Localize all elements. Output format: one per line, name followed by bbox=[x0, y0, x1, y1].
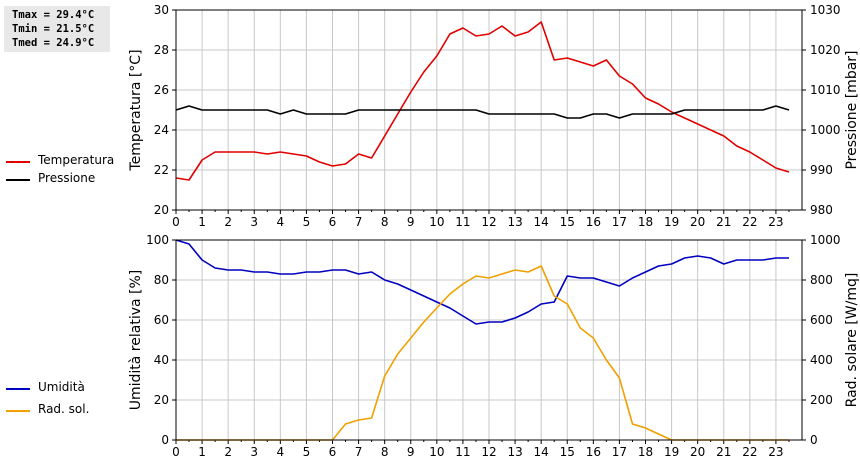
x-tick-label: 0 bbox=[172, 445, 180, 459]
y-tick-label-left: 26 bbox=[154, 83, 169, 97]
x-tick-label: 3 bbox=[250, 215, 258, 229]
y-tick-label-right: 1020 bbox=[810, 43, 841, 57]
series-line-rad-sol bbox=[176, 265, 789, 441]
y-tick-label-right: 1010 bbox=[810, 83, 841, 97]
y-tick-label-left: 100 bbox=[146, 233, 169, 247]
legend-swatch-umidita bbox=[6, 388, 30, 390]
x-tick-label: 2 bbox=[224, 215, 232, 229]
y-tick-label-left: 30 bbox=[154, 3, 169, 17]
y-tick-label-left: 20 bbox=[154, 203, 169, 217]
x-tick-label: 8 bbox=[381, 215, 389, 229]
y-axis-title-left: Umidità relativa [%] bbox=[128, 270, 144, 411]
x-tick-label: 14 bbox=[534, 215, 549, 229]
x-tick-label: 15 bbox=[560, 445, 575, 459]
legend-swatch-rad-sol bbox=[6, 410, 30, 412]
tmax-label: Tmax = 29.4°C bbox=[12, 9, 95, 21]
legend-swatch-temperatura bbox=[6, 161, 30, 163]
y-tick-label-right: 980 bbox=[810, 203, 833, 217]
y-tick-label-right: 1000 bbox=[810, 123, 841, 137]
x-tick-label: 6 bbox=[329, 215, 337, 229]
legend-swatch-pressione bbox=[6, 179, 30, 181]
x-tick-label: 12 bbox=[481, 445, 496, 459]
x-tick-label: 7 bbox=[355, 215, 363, 229]
y-tick-label-right: 1030 bbox=[810, 3, 841, 17]
y-tick-label-left: 40 bbox=[154, 353, 169, 367]
x-tick-label: 9 bbox=[407, 215, 415, 229]
x-tick-label: 1 bbox=[198, 445, 206, 459]
plot-frame bbox=[175, 9, 803, 211]
tmin-label: Tmin = 21.5°C bbox=[12, 23, 95, 35]
y-tick-label-right: 400 bbox=[810, 353, 833, 367]
series-line-umidit bbox=[175, 239, 789, 325]
x-tick-label: 12 bbox=[481, 215, 496, 229]
x-tick-label: 9 bbox=[407, 445, 415, 459]
legend-label-rad-sol: Rad. sol. bbox=[38, 402, 90, 416]
y-tick-label-left: 24 bbox=[154, 123, 169, 137]
x-tick-label: 6 bbox=[329, 445, 337, 459]
x-tick-label: 10 bbox=[429, 215, 444, 229]
legend-item-umidita: Umidità bbox=[6, 380, 146, 396]
x-tick-label: 4 bbox=[277, 215, 285, 229]
x-tick-label: 13 bbox=[507, 445, 522, 459]
x-tick-label: 20 bbox=[690, 445, 705, 459]
x-tick-label: 22 bbox=[742, 445, 757, 459]
x-tick-label: 13 bbox=[507, 215, 522, 229]
y-tick-label-left: 22 bbox=[154, 163, 169, 177]
y-tick-label-right: 0 bbox=[810, 433, 818, 447]
y-tick-label-right: 990 bbox=[810, 163, 833, 177]
y-tick-label-left: 20 bbox=[154, 393, 169, 407]
x-tick-label: 1 bbox=[198, 215, 206, 229]
x-tick-label: 19 bbox=[664, 445, 679, 459]
tmed-label: Tmed = 24.9°C bbox=[12, 37, 95, 49]
x-tick-label: 21 bbox=[716, 445, 731, 459]
x-tick-label: 11 bbox=[455, 445, 470, 459]
legend-label-umidita: Umidità bbox=[38, 380, 85, 394]
x-tick-label: 18 bbox=[638, 445, 653, 459]
legend-label-temperatura: Temperatura bbox=[38, 153, 115, 167]
x-tick-label: 17 bbox=[612, 215, 627, 229]
x-tick-label: 10 bbox=[429, 445, 444, 459]
x-tick-label: 19 bbox=[664, 215, 679, 229]
x-tick-label: 16 bbox=[586, 215, 601, 229]
x-tick-label: 16 bbox=[586, 445, 601, 459]
y-axis-title-left: Temperatura [°C] bbox=[128, 49, 144, 171]
x-tick-label: 18 bbox=[638, 215, 653, 229]
series-line-temperatura bbox=[175, 21, 790, 181]
y-tick-label-right: 600 bbox=[810, 313, 833, 327]
x-tick-label: 3 bbox=[250, 445, 258, 459]
x-tick-label: 21 bbox=[716, 215, 731, 229]
x-tick-label: 5 bbox=[303, 215, 311, 229]
legend-label-pressione: Pressione bbox=[38, 171, 96, 185]
plot-frame bbox=[175, 239, 803, 441]
y-tick-label-right: 800 bbox=[810, 273, 833, 287]
x-tick-label: 11 bbox=[455, 215, 470, 229]
legend-item-temperatura: Temperatura bbox=[6, 153, 146, 169]
y-tick-label-right: 200 bbox=[810, 393, 833, 407]
x-tick-label: 23 bbox=[768, 445, 783, 459]
x-tick-label: 4 bbox=[277, 445, 285, 459]
legend-item-rad-sol: Rad. sol. bbox=[6, 402, 146, 418]
y-tick-label-left: 28 bbox=[154, 43, 169, 57]
y-tick-label-left: 60 bbox=[154, 313, 169, 327]
y-axis-title-right: Pressione [mbar] bbox=[844, 50, 860, 169]
y-tick-label-right: 1000 bbox=[810, 233, 841, 247]
x-tick-label: 5 bbox=[303, 445, 311, 459]
x-tick-label: 15 bbox=[560, 215, 575, 229]
legend-item-pressione: Pressione bbox=[6, 171, 146, 187]
y-tick-label-left: 80 bbox=[154, 273, 169, 287]
y-tick-label-left: 0 bbox=[161, 433, 169, 447]
x-tick-label: 8 bbox=[381, 445, 389, 459]
x-tick-label: 23 bbox=[768, 215, 783, 229]
stats-box: Tmax = 29.4°C Tmin = 21.5°C Tmed = 24.9°… bbox=[4, 6, 110, 52]
x-tick-label: 0 bbox=[172, 215, 180, 229]
x-tick-label: 22 bbox=[742, 215, 757, 229]
x-tick-label: 7 bbox=[355, 445, 363, 459]
x-tick-label: 20 bbox=[690, 215, 705, 229]
x-tick-label: 17 bbox=[612, 445, 627, 459]
x-tick-label: 14 bbox=[534, 445, 549, 459]
series-line-pressione bbox=[175, 105, 790, 119]
x-tick-label: 2 bbox=[224, 445, 232, 459]
y-axis-title-right: Rad. solare [W/mq] bbox=[844, 273, 860, 408]
